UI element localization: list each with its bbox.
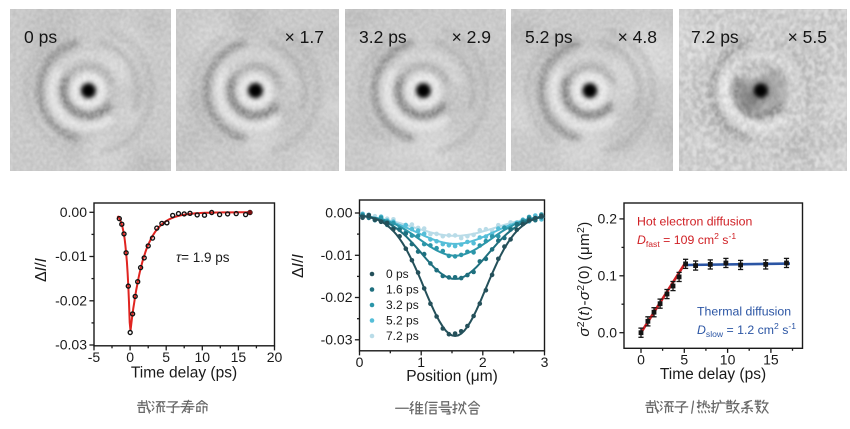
svg-text:5.2 ps: 5.2 ps — [525, 27, 573, 47]
svg-text:× 4.8: × 4.8 — [618, 27, 657, 47]
svg-text:20: 20 — [267, 349, 283, 365]
svg-text:τ= 1.9 ps: τ= 1.9 ps — [176, 250, 230, 265]
svg-text:× 5.5: × 5.5 — [788, 27, 827, 47]
svg-text:15: 15 — [763, 351, 779, 367]
svg-text:Time delay (ps): Time delay (ps) — [131, 365, 237, 382]
svg-text:0 ps: 0 ps — [24, 27, 57, 47]
svg-text:5.2 ps: 5.2 ps — [386, 314, 419, 328]
svg-text:7.2 ps: 7.2 ps — [386, 329, 419, 343]
svg-text:0.00: 0.00 — [325, 205, 352, 221]
svg-text:0: 0 — [637, 351, 645, 367]
svg-text:0.2: 0.2 — [598, 211, 618, 227]
svg-text:1: 1 — [417, 354, 425, 370]
svg-text:7.2 ps: 7.2 ps — [691, 27, 739, 47]
svg-text:Hot electron diffusion: Hot electron diffusion — [637, 215, 752, 229]
svg-text:5: 5 — [680, 351, 688, 367]
svg-text:-0.01: -0.01 — [321, 247, 353, 263]
svg-text:Time delay (ps): Time delay (ps) — [660, 366, 766, 383]
svg-text:× 2.9: × 2.9 — [452, 27, 491, 47]
svg-text:-0.02: -0.02 — [321, 289, 353, 305]
svg-text:3.2 ps: 3.2 ps — [359, 27, 407, 47]
svg-text:10: 10 — [720, 351, 736, 367]
svg-text:σ2(t)-σ2(0) (μm2): σ2(t)-σ2(0) (μm2) — [575, 221, 593, 336]
svg-text:ΔI/I: ΔI/I — [33, 257, 50, 282]
svg-text:Dslow = 1.2 cm2 s-1: Dslow = 1.2 cm2 s-1 — [697, 321, 796, 339]
svg-text:5: 5 — [162, 349, 170, 365]
svg-text:1.6 ps: 1.6 ps — [386, 283, 419, 297]
svg-text:3.2 ps: 3.2 ps — [386, 298, 419, 312]
svg-text:-0.02: -0.02 — [55, 293, 87, 309]
svg-text:0: 0 — [356, 354, 364, 370]
svg-text:Dfast = 109 cm2 s-1: Dfast = 109 cm2 s-1 — [637, 231, 736, 249]
svg-text:3: 3 — [541, 354, 549, 370]
svg-text:Thermal diffusion: Thermal diffusion — [697, 305, 791, 319]
svg-text:-0.03: -0.03 — [55, 337, 87, 353]
svg-text:2: 2 — [479, 354, 487, 370]
svg-text:× 1.7: × 1.7 — [285, 27, 324, 47]
svg-text:ΔI/I: ΔI/I — [290, 253, 307, 278]
svg-text:15: 15 — [231, 349, 247, 365]
svg-text:-5: -5 — [88, 349, 101, 365]
svg-text:-0.01: -0.01 — [55, 248, 87, 264]
svg-text:Position (μm): Position (μm) — [406, 368, 498, 385]
svg-text:0.0: 0.0 — [598, 324, 618, 340]
svg-text:10: 10 — [195, 349, 211, 365]
svg-text:0: 0 — [126, 349, 134, 365]
svg-text:0.1: 0.1 — [598, 268, 618, 284]
svg-text:-0.03: -0.03 — [321, 332, 353, 348]
svg-text:0 ps: 0 ps — [386, 267, 409, 281]
svg-text:0.00: 0.00 — [60, 204, 87, 220]
